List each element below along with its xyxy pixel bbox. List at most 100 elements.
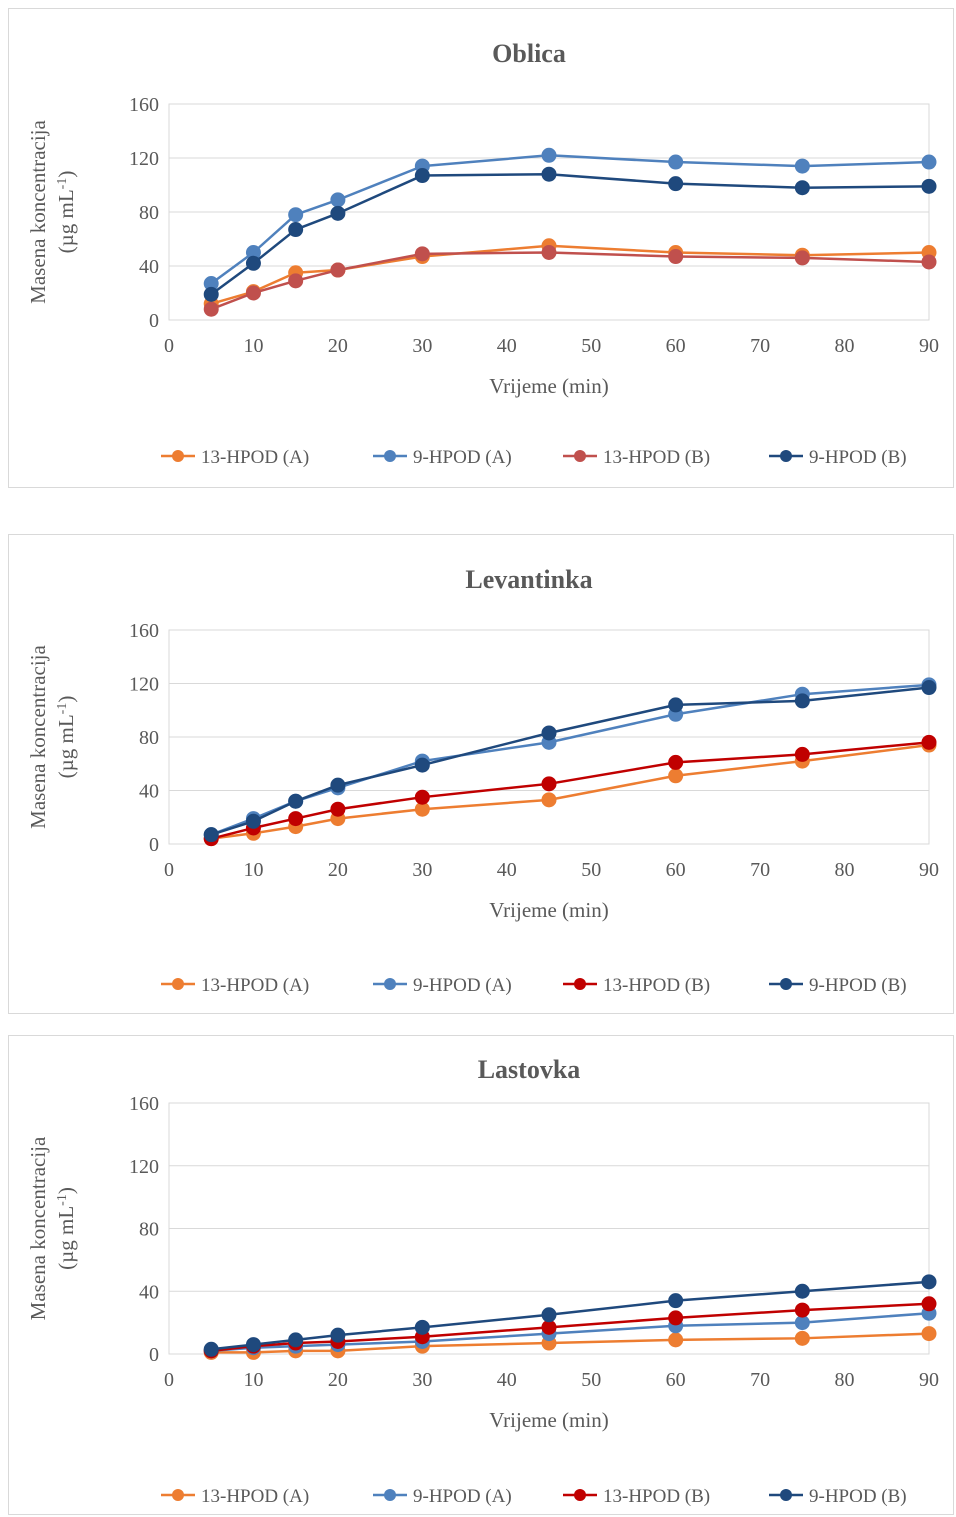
x-tick-label: 60 <box>666 859 686 881</box>
data-point <box>288 1332 304 1348</box>
data-point <box>203 827 219 843</box>
data-point <box>921 1296 937 1312</box>
data-point <box>668 1310 684 1326</box>
data-point <box>794 1283 810 1299</box>
data-point <box>921 154 937 170</box>
data-point <box>668 249 684 265</box>
data-point <box>203 301 219 317</box>
x-tick-label: 70 <box>750 1369 770 1391</box>
series-line <box>211 1280 930 1351</box>
chart-title: Lastovka <box>478 1055 581 1084</box>
data-point <box>330 262 346 278</box>
data-point <box>541 245 557 260</box>
chart-panel-levantinka: Levantinka 0 40 80 120 160 0 10 20 30 40 50 60 70 80 90… <box>8 534 954 1014</box>
y-axis-unit: (µg mL <box>54 189 78 253</box>
legend-label: 13-HPOD (A) <box>201 447 309 468</box>
chart-title: Levantinka <box>465 565 592 594</box>
series-line <box>210 251 930 311</box>
x-tick-label: 80 <box>835 859 855 881</box>
y-tick-label: 80 <box>139 1219 159 1241</box>
x-tick-label: 20 <box>328 1369 348 1391</box>
data-point <box>541 1307 557 1323</box>
y-axis-unit-superscript: -1 <box>55 703 70 715</box>
chart-panel-oblica: Oblica 0 40 80 120 160 0 10 20 30 40 50 60 70 80 90 Vrij… <box>8 8 954 488</box>
y-tick-label: 0 <box>149 310 159 332</box>
y-tick-label: 40 <box>139 781 159 803</box>
x-tick-label: 30 <box>412 335 432 357</box>
y-axis-unit-close: ) <box>54 171 78 178</box>
data-point <box>668 154 684 170</box>
x-tick-label: 90 <box>919 335 939 357</box>
x-tick-label: 30 <box>412 1369 432 1391</box>
legend-label: 13-HPOD (A) <box>201 975 309 996</box>
x-tick-label: 20 <box>328 859 348 881</box>
data-point <box>330 205 346 221</box>
chart-panel-lastovka: Lastovka 0 40 80 120 160 0 10 20 30 40 50 60 70 80 90 Vr… <box>8 1035 954 1515</box>
x-tick-label: 30 <box>412 859 432 881</box>
legend-marker <box>780 1489 792 1501</box>
chart-title: Oblica <box>492 39 566 68</box>
legend-marker <box>574 450 586 462</box>
y-axis-title-line2: (µg mL-1) <box>54 1187 78 1270</box>
data-point <box>794 1330 810 1346</box>
line-chart-levantinka: Levantinka 0 40 80 120 160 0 10 20 30 40 50 60 70 80 90… <box>26 565 939 996</box>
series-line <box>210 172 930 296</box>
line-chart-oblica: Oblica 0 40 80 120 160 0 10 20 30 40 50 60 70 80 90 Vrij… <box>26 39 939 468</box>
x-tick-label: 90 <box>919 1369 939 1391</box>
data-point <box>245 255 261 271</box>
legend-marker <box>172 1489 184 1501</box>
data-point <box>794 746 810 762</box>
data-point <box>414 246 430 262</box>
y-tick-label: 0 <box>149 834 159 856</box>
x-tick-label: 60 <box>666 1369 686 1391</box>
x-tick-label: 50 <box>581 1369 601 1391</box>
data-point <box>203 286 219 302</box>
x-tick-label: 90 <box>919 859 939 881</box>
y-tick-label: 40 <box>139 256 159 278</box>
legend-label: 9-HPOD (A) <box>413 447 512 468</box>
data-point <box>330 1327 346 1343</box>
data-point <box>921 680 937 696</box>
y-axis-unit-superscript: -1 <box>55 178 70 190</box>
series-line <box>211 1311 930 1353</box>
legend-marker <box>384 1489 396 1501</box>
x-tick-label: 60 <box>666 335 686 357</box>
legend-marker <box>384 978 396 990</box>
x-tick-label: 80 <box>835 335 855 357</box>
data-point <box>288 207 304 223</box>
y-tick-label: 120 <box>129 148 159 170</box>
x-tick-label: 0 <box>164 1369 174 1391</box>
data-point <box>541 776 557 792</box>
x-tick-label: 0 <box>164 335 174 357</box>
data-point <box>414 789 430 805</box>
data-point <box>541 725 557 741</box>
data-point <box>794 693 810 709</box>
legend-marker <box>172 450 184 462</box>
x-tick-label: 70 <box>750 859 770 881</box>
data-point <box>288 793 304 809</box>
y-tick-label: 80 <box>139 202 159 224</box>
x-tick-label: 40 <box>497 335 517 357</box>
data-point <box>203 1341 219 1357</box>
data-point <box>668 754 684 770</box>
y-tick-label: 120 <box>129 674 159 696</box>
series-line <box>211 1302 930 1353</box>
x-axis-title: Vrijeme (min) <box>489 898 608 922</box>
legend-label: 13-HPOD (B) <box>603 975 710 996</box>
x-tick-label: 20 <box>328 335 348 357</box>
legend-label: 9-HPOD (B) <box>809 1486 907 1507</box>
data-point <box>921 734 937 750</box>
legend-label: 9-HPOD (B) <box>809 447 907 468</box>
data-point <box>541 1319 557 1335</box>
y-tick-label: 160 <box>129 620 159 642</box>
y-axis-title-line2: (µg mL-1) <box>54 171 78 254</box>
legend-marker <box>574 978 586 990</box>
x-tick-label: 10 <box>243 1369 263 1391</box>
legend-label: 13-HPOD (B) <box>603 447 710 468</box>
plot-area-border <box>168 103 930 321</box>
y-axis-title-line1: Masena koncentracija <box>26 119 50 303</box>
y-axis-unit-close: ) <box>54 1187 78 1194</box>
x-axis-title: Vrijeme (min) <box>489 374 608 398</box>
legend-label: 13-HPOD (A) <box>201 1486 309 1507</box>
x-tick-label: 80 <box>835 1369 855 1391</box>
